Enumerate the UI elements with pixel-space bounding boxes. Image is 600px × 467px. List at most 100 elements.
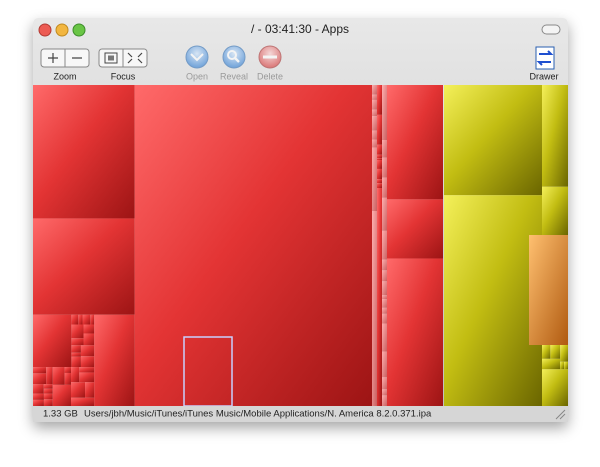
treemap-cell[interactable]	[382, 323, 387, 352]
treemap-cell[interactable]	[382, 299, 387, 308]
treemap-cell[interactable]	[43, 384, 53, 389]
treemap-cell[interactable]	[94, 314, 135, 406]
treemap-cell[interactable]	[64, 372, 71, 385]
treemap-cell[interactable]	[52, 384, 71, 406]
treemap-cell[interactable]	[382, 295, 387, 300]
treemap-cell[interactable]	[372, 211, 377, 406]
treemap-cell[interactable]	[372, 116, 377, 131]
treemap-cell[interactable]	[70, 397, 95, 406]
treemap-cell[interactable]	[85, 382, 95, 398]
treemap-cell[interactable]	[46, 367, 53, 385]
treemap-cell[interactable]	[377, 188, 382, 406]
treemap-cell[interactable]	[382, 395, 387, 406]
treemap-cell[interactable]	[80, 356, 95, 368]
open-button[interactable]	[185, 45, 209, 69]
treemap-cell[interactable]	[372, 99, 377, 110]
treemap-cell[interactable]	[90, 314, 95, 325]
treemap-cell[interactable]	[64, 367, 71, 373]
treemap-cell[interactable]	[33, 367, 47, 374]
treemap-cell[interactable]	[387, 258, 443, 406]
treemap-cell[interactable]	[529, 235, 568, 345]
delete-button[interactable]	[258, 45, 282, 69]
treemap-cell[interactable]	[70, 367, 80, 383]
treemap-cell[interactable]	[78, 314, 83, 325]
treemap[interactable]	[33, 85, 568, 407]
treemap-cell[interactable]	[444, 195, 542, 406]
treemap-cell[interactable]	[33, 399, 44, 406]
treemap-cell[interactable]	[79, 372, 95, 383]
close-button[interactable]	[38, 23, 52, 37]
treemap-cell[interactable]	[564, 361, 568, 370]
treemap-cell[interactable]	[83, 333, 95, 346]
treemap-cell[interactable]	[33, 384, 44, 394]
zoom-button[interactable]	[72, 23, 86, 37]
treemap-cell[interactable]	[542, 369, 568, 406]
zoom-control[interactable]	[40, 48, 90, 68]
minimize-button[interactable]	[55, 23, 69, 37]
treemap-cell[interactable]	[71, 345, 81, 353]
treemap-cell[interactable]	[43, 399, 53, 406]
toolbar-toggle[interactable]	[541, 24, 561, 35]
treemap-cell[interactable]	[382, 270, 387, 282]
treemap-cell[interactable]	[382, 230, 387, 260]
treemap-cell[interactable]	[382, 377, 387, 390]
treemap-cell[interactable]	[377, 158, 382, 161]
treemap-cell[interactable]	[377, 144, 382, 155]
treemap-cell[interactable]	[33, 85, 135, 219]
treemap-cell[interactable]	[71, 356, 81, 368]
treemap-cell[interactable]	[52, 367, 65, 385]
treemap-cell[interactable]	[377, 160, 382, 169]
treemap-cell[interactable]	[372, 109, 377, 117]
treemap-cell[interactable]	[33, 218, 135, 315]
treemap-cell[interactable]	[560, 345, 568, 362]
treemap-cell[interactable]	[382, 85, 387, 141]
treemap-cell[interactable]	[43, 393, 53, 400]
treemap-cell[interactable]	[377, 179, 382, 184]
treemap-cell[interactable]	[82, 314, 91, 325]
treemap-cell[interactable]	[382, 259, 387, 271]
treemap-cell[interactable]	[382, 307, 387, 314]
treemap-cell[interactable]	[387, 199, 443, 259]
treemap-cell[interactable]	[542, 186, 568, 235]
treemap-cell[interactable]	[382, 177, 387, 198]
treemap-cell[interactable]	[550, 345, 561, 359]
treemap-cell[interactable]	[387, 85, 443, 200]
treemap-cell[interactable]	[377, 183, 382, 189]
treemap-cell[interactable]	[377, 154, 382, 159]
treemap-cell[interactable]	[33, 373, 47, 385]
treemap-cell[interactable]	[377, 114, 382, 145]
treemap-cell[interactable]	[372, 139, 377, 148]
treemap-cell[interactable]	[79, 367, 95, 373]
focus-control[interactable]	[98, 48, 148, 68]
treemap-cell[interactable]	[382, 389, 387, 396]
treemap-cell[interactable]	[71, 338, 84, 346]
treemap-cell[interactable]	[542, 358, 561, 370]
treemap-cell[interactable]	[43, 388, 53, 394]
treemap-cell[interactable]	[134, 85, 372, 406]
treemap-cell[interactable]	[444, 85, 542, 196]
treemap-cell[interactable]	[372, 130, 377, 140]
resize-grip[interactable]	[555, 409, 566, 420]
drawer-button[interactable]	[535, 46, 555, 70]
treemap-cell[interactable]	[560, 361, 565, 370]
treemap-cell[interactable]	[71, 314, 79, 325]
treemap-cell[interactable]	[83, 324, 95, 334]
treemap-cell[interactable]	[382, 197, 387, 231]
treemap-cell[interactable]	[377, 85, 382, 115]
treemap-cell[interactable]	[382, 140, 387, 158]
treemap-cell[interactable]	[372, 85, 377, 95]
treemap-cell[interactable]	[382, 157, 387, 178]
treemap-cell[interactable]	[382, 281, 387, 296]
treemap-cell[interactable]	[372, 94, 377, 100]
treemap-cell[interactable]	[70, 382, 86, 398]
treemap-cell[interactable]	[542, 345, 551, 359]
treemap-cell[interactable]	[542, 85, 568, 187]
treemap-cell[interactable]	[382, 351, 387, 378]
treemap-cell[interactable]	[33, 314, 72, 368]
treemap-cell[interactable]	[382, 313, 387, 324]
treemap-cell[interactable]	[33, 393, 44, 400]
treemap-cell[interactable]	[71, 324, 84, 339]
treemap-cell[interactable]	[372, 147, 377, 212]
reveal-button[interactable]	[222, 45, 246, 69]
treemap-cell[interactable]	[71, 352, 81, 357]
